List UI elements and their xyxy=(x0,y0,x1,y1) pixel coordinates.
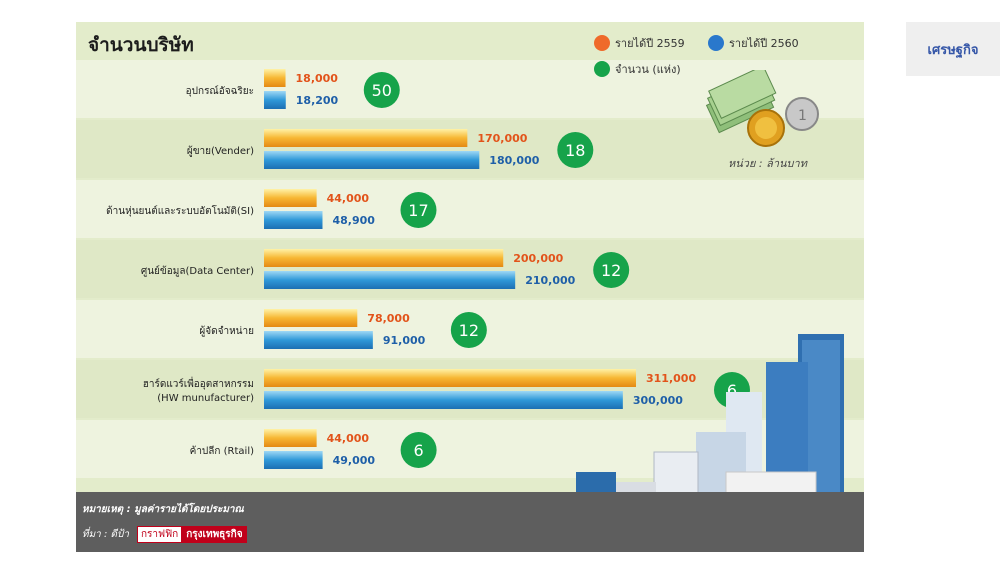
value-label-2560: 300,000 xyxy=(633,394,683,407)
count-label: 18 xyxy=(565,141,585,160)
legend-dot-orange xyxy=(594,35,610,51)
bar-2559 xyxy=(264,369,636,387)
bar-2560 xyxy=(264,391,623,409)
value-label-2559: 311,000 xyxy=(646,372,696,385)
source-publisher-logo: กรุงเทพธุรกิจ xyxy=(182,526,247,543)
legend-label-count: จำนวน (แห่ง) xyxy=(615,63,681,76)
count-label: 12 xyxy=(601,261,621,280)
category-label: (HW munufacturer) xyxy=(157,393,254,404)
count-badge xyxy=(593,252,630,288)
value-label-2559: 170,000 xyxy=(477,132,527,145)
category-label: อุปกรณ์อัจฉริยะ xyxy=(186,85,254,97)
economy-button[interactable]: เศรษฐกิจ xyxy=(906,22,1000,76)
value-label-2559: 44,000 xyxy=(327,192,370,205)
legend-item-2560: รายได้ปี 2560 xyxy=(708,34,799,52)
svg-text:1: 1 xyxy=(798,108,807,124)
value-label-2560: 91,000 xyxy=(383,334,426,347)
bar-2560 xyxy=(264,331,373,349)
legend-dot-blue xyxy=(708,35,724,51)
footer-bar: หมายเหตุ : มูลค่ารายได้โดยประมาณ ที่มา :… xyxy=(76,492,864,552)
legend-label-2559: รายได้ปี 2559 xyxy=(615,37,685,50)
bar-2559 xyxy=(264,249,504,267)
bar-2559 xyxy=(264,429,317,447)
value-label-2560: 210,000 xyxy=(525,274,575,287)
value-label-2559: 200,000 xyxy=(513,252,563,265)
value-label-2559: 44,000 xyxy=(327,432,370,445)
bar-2559 xyxy=(264,189,317,207)
chart-title: จำนวนบริษัท xyxy=(88,34,194,56)
count-badge xyxy=(400,432,437,468)
category-label: ผู้จัดจำหน่าย xyxy=(199,325,254,337)
legend-dot-green xyxy=(594,61,610,77)
footnote: หมายเหตุ : มูลค่ารายได้โดยประมาณ xyxy=(82,504,244,515)
count-badge xyxy=(363,72,400,108)
unit-label: หน่วย : ล้านบาท xyxy=(728,157,807,170)
bar-chart: อุปกรณ์อัจฉริยะ 18,000 18,200 50 ผู้ขาย(Vend… xyxy=(76,60,864,478)
value-label-2560: 180,000 xyxy=(489,154,539,167)
bar-2560 xyxy=(264,151,480,169)
infographic-panel: อุปกรณ์อัจฉริยะ 18,000 18,200 50 ผู้ขาย(Vend… xyxy=(76,22,864,552)
category-label: ฮาร์ดแวร์เพื่ออุตสาหกรรม xyxy=(143,376,254,390)
count-label: 6 xyxy=(414,441,424,460)
value-label-2560: 49,000 xyxy=(333,454,376,467)
value-label-2560: 18,200 xyxy=(296,94,339,107)
source-graphic-tag: กราฟฟิก xyxy=(136,526,183,543)
value-label-2559: 78,000 xyxy=(367,312,410,325)
bar-2560 xyxy=(264,91,286,109)
count-label: 6 xyxy=(727,381,737,400)
row-band xyxy=(76,180,864,238)
count-label: 50 xyxy=(372,81,392,100)
money-coins-icon: 1 xyxy=(705,70,819,147)
count-label: 17 xyxy=(408,201,428,220)
bar-2560 xyxy=(264,451,323,469)
source-label: ที่มา : ดีป้า xyxy=(82,529,129,540)
bar-2560 xyxy=(264,271,516,289)
count-label: 12 xyxy=(459,321,479,340)
category-label: ด้านหุ่นยนต์และระบบอัตโนมัติ(SI) xyxy=(106,204,254,217)
count-badge xyxy=(557,132,594,168)
category-label: ศูนย์ข้อมูล(Data Center) xyxy=(141,265,254,277)
legend-label-2560: รายได้ปี 2560 xyxy=(729,37,799,50)
category-label: ค้าปลีก (Rtail) xyxy=(190,445,254,457)
legend-item-count: จำนวน (แห่ง) xyxy=(594,60,681,78)
count-badge xyxy=(450,312,487,348)
value-label-2559: 18,000 xyxy=(296,72,339,85)
source-row: ที่มา : ดีป้า กราฟฟิก กรุงเทพธุรกิจ xyxy=(82,526,247,543)
bar-2559 xyxy=(264,129,468,147)
category-label: ผู้ขาย(Vender) xyxy=(187,145,254,157)
bar-2560 xyxy=(264,211,323,229)
value-label-2560: 48,900 xyxy=(332,214,375,227)
bar-2559 xyxy=(264,69,286,87)
bar-2559 xyxy=(264,309,358,327)
count-badge xyxy=(400,192,437,228)
legend-item-2559: รายได้ปี 2559 xyxy=(594,34,685,52)
